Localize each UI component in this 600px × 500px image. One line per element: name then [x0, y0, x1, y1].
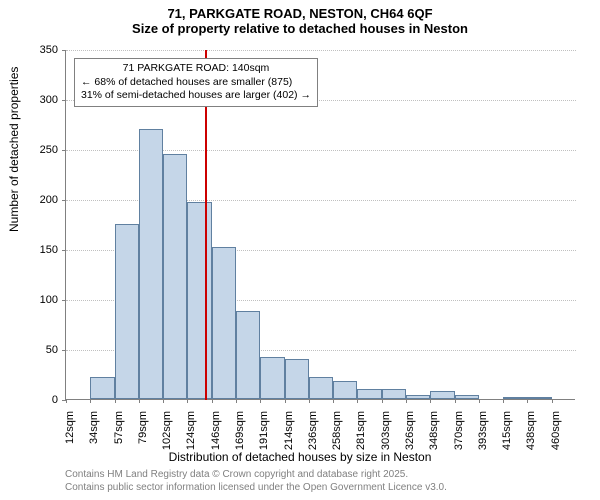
x-tick-label: 415sqm: [501, 411, 513, 450]
chart-title: 71, PARKGATE ROAD, NESTON, CH64 6QF Size…: [0, 6, 600, 36]
title-line1: 71, PARKGATE ROAD, NESTON, CH64 6QF: [0, 6, 600, 21]
x-tick-mark: [90, 399, 91, 403]
x-tick-label: 57sqm: [113, 411, 125, 444]
annotation-line: ← 68% of detached houses are smaller (87…: [81, 76, 311, 90]
x-tick-mark: [139, 399, 140, 403]
x-tick-label: 258sqm: [331, 411, 343, 450]
histogram-bar: [139, 129, 163, 399]
y-tick-label: 250: [18, 144, 58, 156]
x-tick-mark: [260, 399, 261, 403]
histogram-bar: [285, 359, 309, 399]
x-tick-label: 348sqm: [428, 411, 440, 450]
chart: 05010015020025030035012sqm34sqm57sqm79sq…: [65, 50, 575, 400]
y-tick-label: 50: [18, 344, 58, 356]
x-tick-mark: [479, 399, 480, 403]
x-tick-mark: [527, 399, 528, 403]
histogram-bar: [333, 381, 357, 399]
x-tick-mark: [66, 399, 67, 403]
histogram-bar: [455, 395, 479, 399]
x-tick-label: 393sqm: [477, 411, 489, 450]
histogram-bar: [503, 397, 527, 399]
annotation-line: 31% of semi-detached houses are larger (…: [81, 89, 311, 103]
y-tick-mark: [62, 300, 66, 301]
x-tick-mark: [236, 399, 237, 403]
x-tick-label: 303sqm: [380, 411, 392, 450]
annotation-box: 71 PARKGATE ROAD: 140sqm← 68% of detache…: [74, 58, 318, 107]
y-tick-label: 0: [18, 394, 58, 406]
title-line2: Size of property relative to detached ho…: [0, 21, 600, 36]
histogram-bar: [90, 377, 114, 399]
x-tick-label: 169sqm: [234, 411, 246, 450]
histogram-bar: [357, 389, 381, 399]
histogram-bar: [163, 154, 187, 399]
x-tick-label: 102sqm: [161, 411, 173, 450]
x-tick-mark: [430, 399, 431, 403]
x-tick-mark: [357, 399, 358, 403]
x-tick-mark: [187, 399, 188, 403]
y-tick-label: 200: [18, 194, 58, 206]
x-tick-label: 12sqm: [64, 411, 76, 444]
footnote-line2: Contains public sector information licen…: [65, 482, 447, 493]
x-tick-label: 236sqm: [307, 411, 319, 450]
y-tick-mark: [62, 350, 66, 351]
x-tick-label: 124sqm: [185, 411, 197, 450]
x-tick-mark: [309, 399, 310, 403]
y-tick-mark: [62, 200, 66, 201]
x-tick-label: 438sqm: [525, 411, 537, 450]
x-tick-mark: [212, 399, 213, 403]
x-tick-mark: [455, 399, 456, 403]
x-tick-label: 370sqm: [453, 411, 465, 450]
x-tick-mark: [552, 399, 553, 403]
annotation-line: 71 PARKGATE ROAD: 140sqm: [81, 62, 311, 76]
x-tick-label: 326sqm: [404, 411, 416, 450]
x-tick-label: 214sqm: [283, 411, 295, 450]
histogram-bar: [115, 224, 139, 399]
footnote-line1: Contains HM Land Registry data © Crown c…: [65, 469, 408, 480]
x-tick-label: 79sqm: [137, 411, 149, 444]
histogram-bar: [406, 395, 430, 399]
y-tick-label: 300: [18, 94, 58, 106]
x-tick-mark: [115, 399, 116, 403]
y-tick-mark: [62, 150, 66, 151]
histogram-bar: [309, 377, 333, 399]
histogram-bar: [382, 389, 406, 399]
histogram-bar: [527, 397, 551, 399]
gridline: [66, 50, 576, 51]
x-tick-mark: [406, 399, 407, 403]
x-tick-mark: [503, 399, 504, 403]
plot-area: 05010015020025030035012sqm34sqm57sqm79sq…: [65, 50, 575, 400]
histogram-bar: [236, 311, 260, 399]
y-tick-mark: [62, 100, 66, 101]
x-tick-mark: [285, 399, 286, 403]
y-tick-label: 100: [18, 294, 58, 306]
x-axis-label: Distribution of detached houses by size …: [0, 450, 600, 464]
x-tick-mark: [382, 399, 383, 403]
histogram-bar: [430, 391, 454, 399]
x-tick-label: 460sqm: [550, 411, 562, 450]
histogram-bar: [212, 247, 236, 399]
x-tick-label: 146sqm: [210, 411, 222, 450]
x-tick-label: 191sqm: [258, 411, 270, 450]
x-tick-mark: [333, 399, 334, 403]
y-tick-mark: [62, 250, 66, 251]
x-tick-mark: [163, 399, 164, 403]
y-tick-mark: [62, 50, 66, 51]
histogram-bar: [187, 202, 211, 399]
x-tick-label: 281sqm: [355, 411, 367, 450]
y-tick-label: 150: [18, 244, 58, 256]
histogram-bar: [260, 357, 284, 399]
y-tick-label: 350: [18, 44, 58, 56]
x-tick-label: 34sqm: [88, 411, 100, 444]
